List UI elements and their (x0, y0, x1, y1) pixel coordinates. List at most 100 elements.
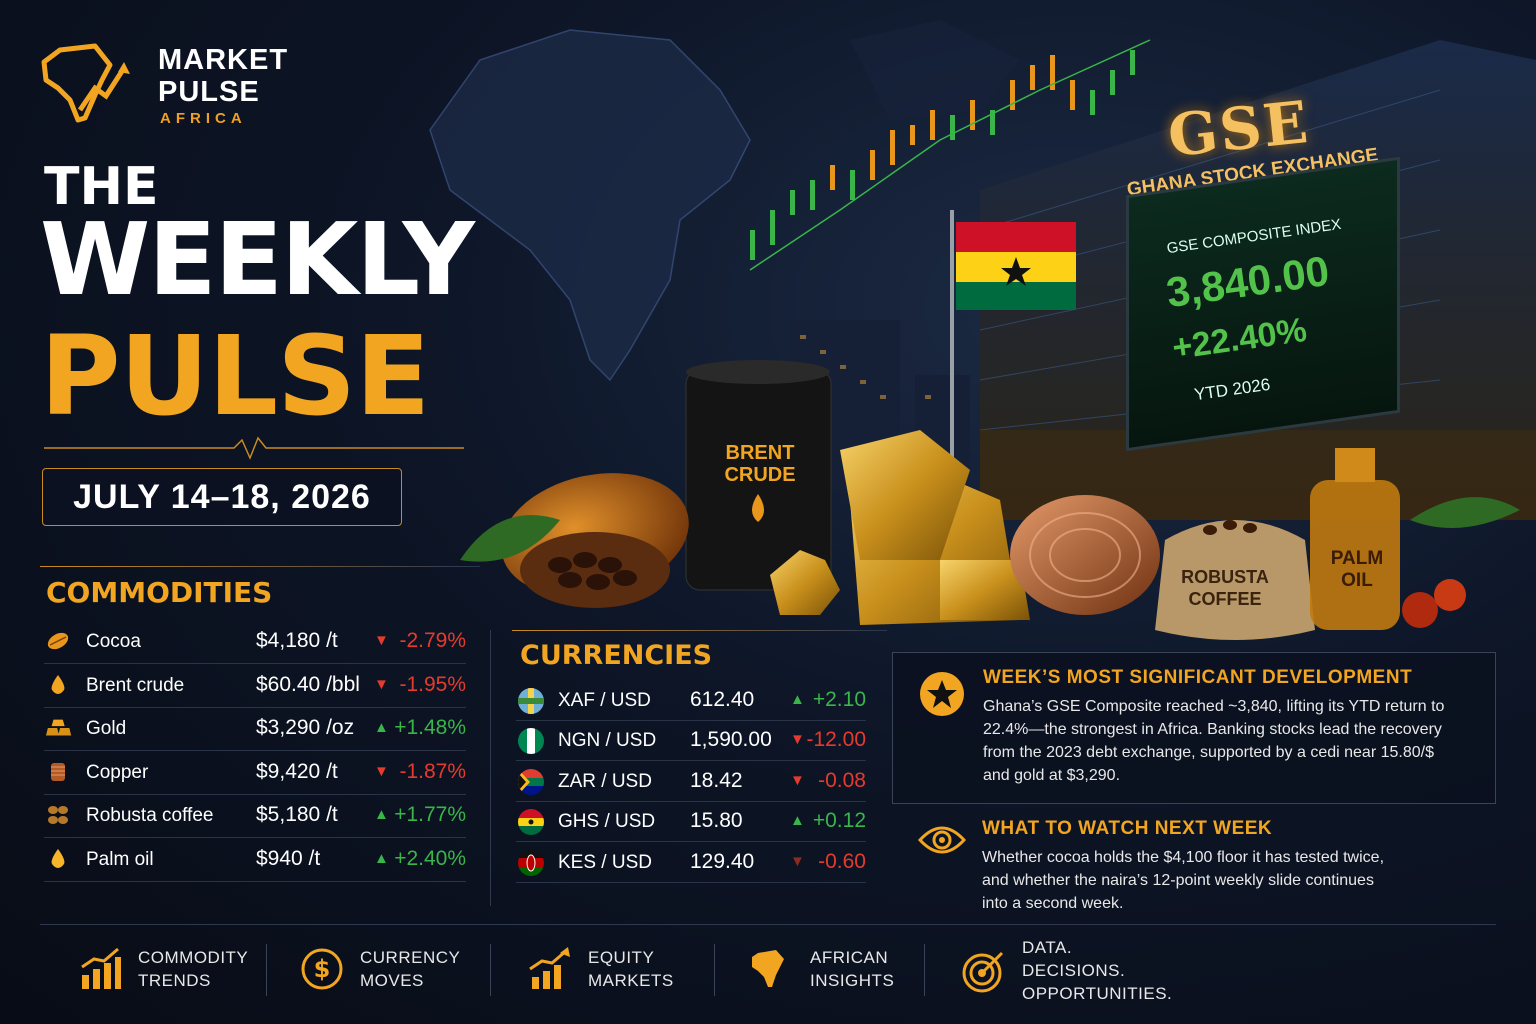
coffee-sack-label: ROBUSTA COFFEE (1181, 567, 1269, 609)
commodity-row: Copper $9,420 /t ▼ -1.87% (44, 751, 466, 795)
commodity-name: Gold (86, 718, 127, 739)
commodity-change: +1.77% (394, 803, 466, 826)
up-arrow-icon: ▲ (374, 849, 389, 867)
currency-pair: NGN / USD (558, 730, 657, 752)
currency-value: 612.40 (690, 688, 755, 711)
footer-item-commodity-trends: COMMODITY TRENDS (78, 946, 248, 992)
watch-line: and whether the naira’s 12-point weekly … (982, 872, 1374, 889)
ghana-flag-icon (518, 809, 544, 836)
currency-change: -12.00 (806, 728, 866, 752)
currency-pair: GHS / USD (558, 811, 656, 833)
currency-row: GHS / USD 15.80 ▲ +0.12 (516, 801, 866, 843)
star-icon (920, 672, 964, 716)
copper-coil-icon (46, 761, 70, 783)
footer-label: OPPORTUNITIES. (1022, 984, 1173, 1003)
brand-line-2: PULSE (158, 76, 260, 108)
development-line: and gold at $3,290. (983, 767, 1121, 784)
watch-text: Whether cocoa holds the $4,100 floor it … (982, 846, 1384, 915)
currency-pair: KES / USD (558, 851, 652, 873)
down-arrow-icon: ▼ (790, 771, 805, 789)
currencies-top-divider (512, 630, 887, 631)
palm-oil-bottle-label: PALM OIL (1330, 548, 1384, 591)
currency-change: -0.08 (818, 768, 866, 792)
commodity-change: -2.79% (399, 629, 466, 652)
footer-label: MOVES (360, 971, 424, 990)
development-panel: WEEK’S MOST SIGNIFICANT DEVELOPMENT Ghan… (892, 652, 1496, 804)
coffee-beans-icon (46, 804, 70, 826)
commodity-change: +1.48% (394, 716, 466, 739)
commodity-row: Robusta coffee $5,180 /t ▲ +1.77% (44, 794, 466, 838)
up-arrow-icon: ▲ (374, 806, 389, 823)
commodity-row: Brent crude $60.40 /bbl ▼ -1.95% (44, 664, 466, 708)
africa-map-icon (752, 950, 784, 987)
kenya-flag-icon (518, 849, 544, 876)
currency-change: +0.12 (812, 809, 866, 833)
date-range: JULY 14–18, 2026 (42, 468, 402, 526)
watch-panel: WHAT TO WATCH NEXT WEEK Whether cocoa ho… (892, 804, 1494, 920)
commodity-name: Palm oil (86, 848, 154, 870)
south-africa-flag-icon (518, 768, 544, 795)
commodity-row: Palm oil $940 /t ▲ +2.40% (44, 838, 466, 882)
footer-label: DECISIONS. (1022, 961, 1126, 980)
footer-label: EQUITY (588, 948, 655, 967)
commodity-price: $3,290 /oz (256, 716, 355, 739)
svg-text:$: $ (314, 955, 331, 983)
currency-row: XAF / USD 612.40 ▲ +2.10 (516, 680, 866, 721)
title-line-3: PULSE (40, 312, 430, 440)
currency-value: 18.42 (690, 768, 743, 792)
footer-label: INSIGHTS (810, 971, 895, 990)
commodity-price: $5,180 /t (256, 803, 338, 826)
watch-title: WHAT TO WATCH NEXT WEEK (982, 818, 1273, 839)
currencies-left-divider (490, 630, 491, 906)
growth-chart-icon (529, 947, 570, 989)
watch-line: into a second week. (982, 895, 1124, 912)
commodity-price: $60.40 /bbl (256, 672, 360, 696)
down-arrow-icon: ▼ (374, 675, 389, 693)
footer-divider (40, 924, 1496, 925)
currency-pair: ZAR / USD (558, 770, 652, 792)
up-arrow-icon: ▲ (790, 691, 805, 708)
barrel-label: BRENT CRUDE (724, 442, 796, 486)
down-arrow-icon: ▼ (790, 731, 805, 749)
title-line-1: THE (44, 157, 159, 217)
commodity-row: Cocoa $4,180 /t ▼ -2.79% (44, 620, 466, 664)
currency-change: +2.10 (812, 688, 866, 711)
cemac-flag-icon (518, 688, 544, 714)
bar-chart-icon (81, 947, 121, 989)
up-arrow-icon: ▲ (790, 812, 805, 830)
footer-label: AFRICAN (810, 948, 889, 967)
commodity-price: $9,420 /t (256, 759, 338, 783)
commodity-name: Brent crude (86, 674, 185, 696)
footer-label: MARKETS (588, 971, 674, 990)
development-text: Ghana’s GSE Composite reached ~3,840, li… (983, 695, 1444, 787)
watch-line: Whether cocoa holds the $4,100 floor it … (982, 849, 1385, 866)
currency-row: ZAR / USD 18.42 ▼ -0.08 (516, 761, 866, 802)
footer-label: COMMODITY (138, 948, 249, 967)
gold-bars-icon (46, 717, 72, 739)
eye-icon (918, 826, 966, 854)
currency-change: -0.60 (818, 849, 866, 873)
commodity-row: Gold $3,290 /oz ▲ +1.48% (44, 707, 466, 751)
footer-separator (266, 944, 267, 996)
commodities-heading: COMMODITIES (46, 576, 273, 609)
commodity-change: -1.87% (399, 759, 466, 783)
brand-line-1: MARKET (158, 44, 289, 76)
currency-pair: XAF / USD (558, 690, 651, 711)
oil-drop-icon (46, 674, 70, 696)
footer-label: TRENDS (138, 971, 211, 990)
footer-separator (924, 944, 925, 996)
currency-row: NGN / USD 1,590.00 ▼ -12.00 (516, 720, 866, 762)
nigeria-flag-icon (518, 728, 544, 755)
currencies-heading: CURRENCIES (520, 640, 713, 671)
currency-value: 129.40 (690, 849, 755, 873)
footer-item-african-insights: AFRICAN INSIGHTS (750, 946, 894, 992)
currency-row: KES / USD 129.40 ▼ -0.60 (516, 842, 866, 883)
commodity-change: -1.95% (399, 672, 466, 696)
currency-value: 15.80 (690, 809, 743, 833)
footer-item-equity-markets: EQUITY MARKETS (528, 946, 674, 992)
palm-oil-drop-icon (46, 848, 70, 870)
down-arrow-icon: ▼ (374, 632, 389, 649)
footer-label: CURRENCY (360, 948, 461, 967)
footer-label: DATA. (1022, 938, 1073, 957)
cocoa-icon (46, 630, 70, 652)
